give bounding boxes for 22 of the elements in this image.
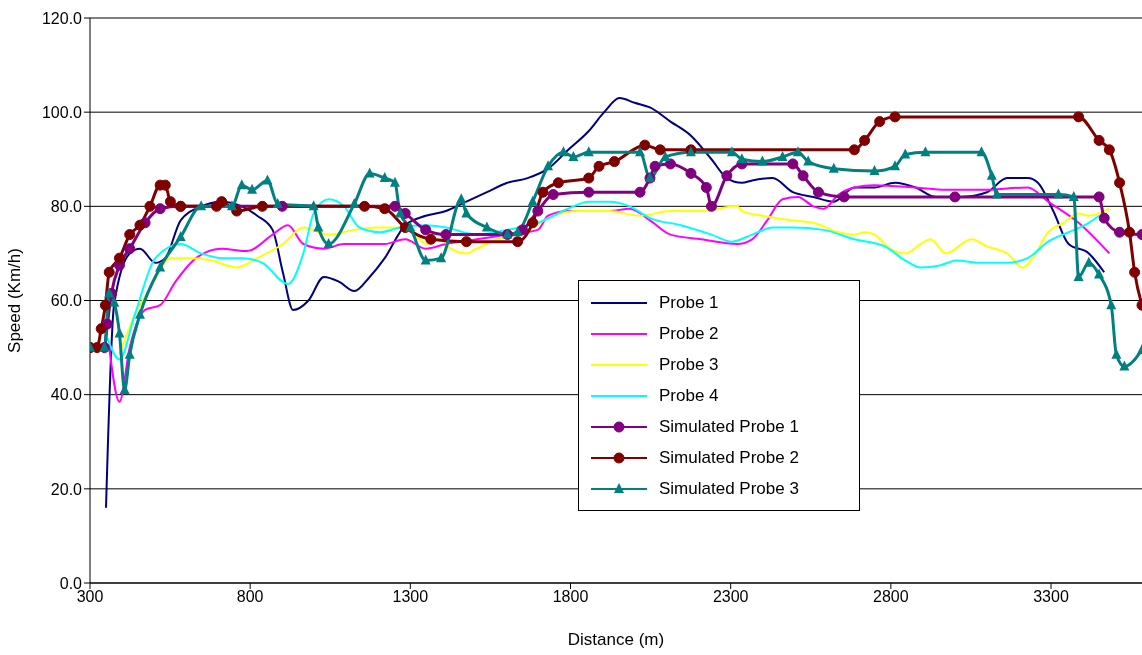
y-tick-label: 20.0	[50, 480, 83, 498]
x-tick-label: 1300	[392, 588, 429, 606]
legend-label: Simulated Probe 3	[659, 478, 799, 499]
x-tick-label: 2800	[873, 588, 909, 606]
legend-label: Probe 1	[659, 292, 719, 313]
legend-label: Simulated Probe 2	[659, 447, 799, 468]
x-tick-label: 3300	[1033, 588, 1069, 606]
legend-label: Probe 4	[659, 385, 719, 406]
legend-label: Probe 3	[659, 354, 719, 375]
y-tick-label: 60.0	[50, 292, 83, 310]
x-axis-title: Distance (m)	[567, 630, 665, 649]
y-tick-label: 40.0	[50, 386, 83, 404]
x-tick-label: 2300	[712, 588, 749, 606]
y-tick-label: 80.0	[50, 198, 83, 216]
y-tick-label: 100.0	[41, 103, 83, 121]
legend-label: Probe 2	[659, 323, 719, 344]
y-tick-label: 120.0	[41, 9, 83, 27]
x-tick-label: 300	[76, 588, 104, 606]
y-axis-title: Speed (Km/h)	[5, 248, 25, 353]
x-tick-label: 800	[236, 588, 264, 606]
legend-label: Simulated Probe 1	[659, 416, 799, 437]
x-tick-label: 1800	[552, 588, 589, 606]
